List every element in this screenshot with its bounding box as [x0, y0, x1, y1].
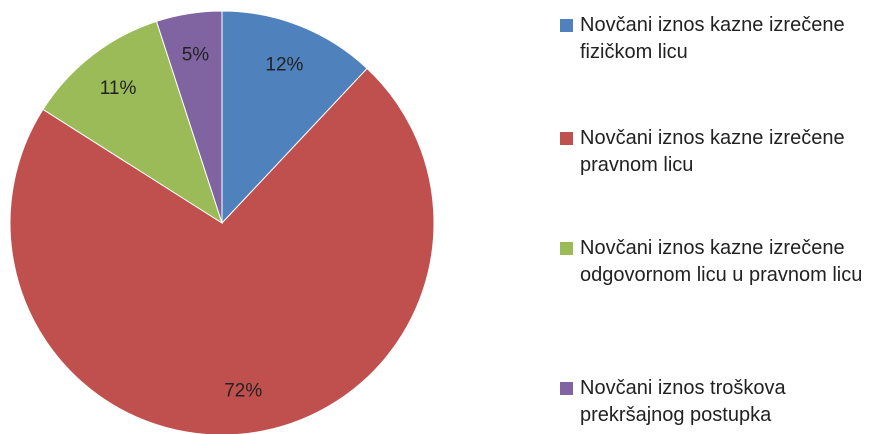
legend-swatch	[560, 242, 573, 255]
legend-label: Novčani iznos troškova prekršajnog postu…	[580, 377, 786, 426]
legend-swatch	[560, 382, 573, 395]
pie-slice	[155, 10, 223, 224]
legend-swatch	[560, 132, 573, 145]
legend: Novčani iznos kazne izrečene fizičkom li…	[560, 0, 880, 434]
pie-slice	[42, 20, 223, 225]
data-label: 72%	[224, 380, 262, 401]
pie-slice	[9, 67, 435, 434]
legend-label: Novčani iznos kazne izrečene odgovornom …	[580, 237, 863, 286]
legend-entry: Novčani iznos kazne izrečene fizičkom li…	[560, 12, 880, 66]
data-label: 5%	[182, 45, 210, 66]
legend-entry: Novčani iznos kazne izrečene pravnom lic…	[560, 125, 880, 179]
legend-swatch	[560, 19, 573, 32]
data-label: 11%	[100, 78, 137, 99]
data-label: 12%	[265, 54, 303, 75]
legend-label: Novčani iznos kazne izrečene pravnom lic…	[580, 127, 845, 176]
pie-slice	[221, 10, 368, 225]
chart: 12% 72% 11% 5%	[9, 10, 435, 434]
legend-label: Novčani iznos kazne izrečene fizičkom li…	[580, 14, 845, 63]
legend-entry: Novčani iznos kazne izrečene odgovornom …	[560, 235, 880, 289]
legend-entry: Novčani iznos troškova prekršajnog postu…	[560, 375, 880, 429]
